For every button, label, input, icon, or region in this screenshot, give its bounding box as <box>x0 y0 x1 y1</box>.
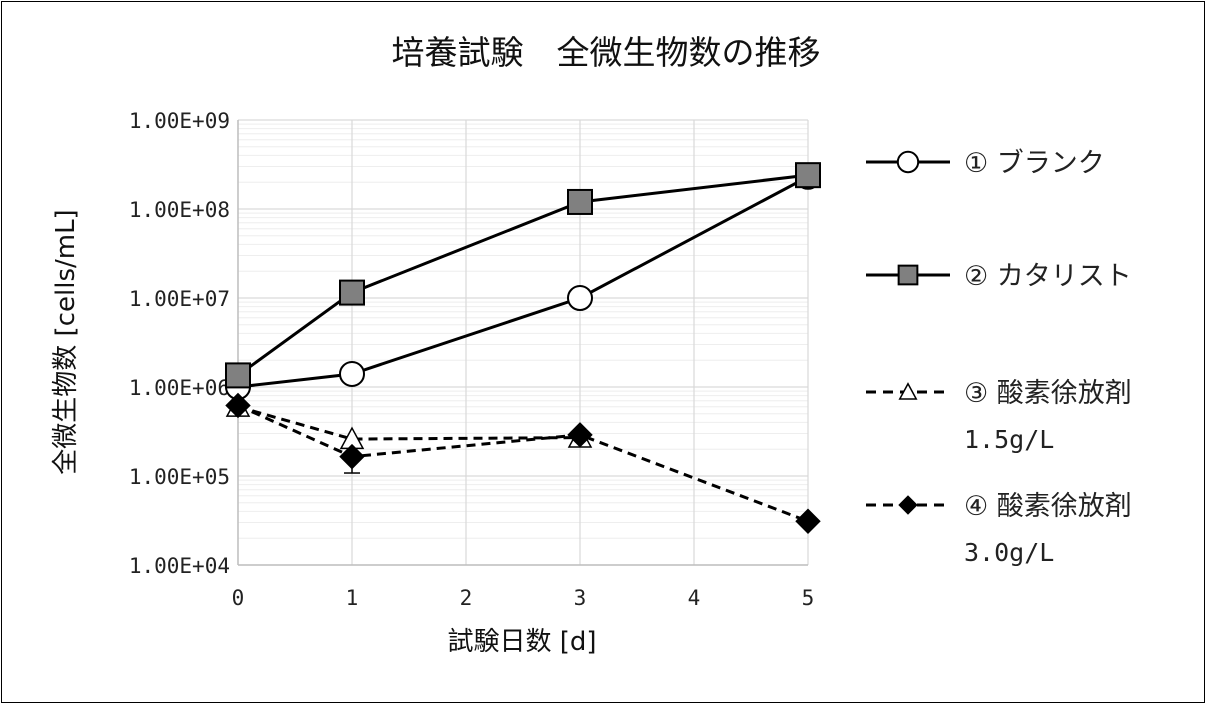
y-tick-label: 1.00E+08 <box>129 198 230 222</box>
data-point-series-2 <box>339 279 365 306</box>
legend-marker <box>898 382 918 400</box>
series-line-4 <box>237 404 809 523</box>
legend-label-line2: 1.5g/L <box>964 425 1054 454</box>
x-tick-label: 3 <box>574 586 587 610</box>
y-tick-label: 1.00E+07 <box>129 287 230 311</box>
legend-entry-2: ② カタリスト <box>866 261 1132 292</box>
data-point-series-2 <box>795 162 821 189</box>
x-tick-label: 4 <box>688 586 701 610</box>
data-point-series-4 <box>795 508 821 534</box>
legend-entry-4: ④ 酸素徐放剤 3.0g/L <box>866 491 1132 567</box>
legend-label-line2: 3.0g/L <box>964 538 1054 567</box>
data-point-series-1 <box>339 360 365 387</box>
x-tick-label: 2 <box>460 586 473 610</box>
axes: 1.00E+04 1.00E+05 1.00E+06 1.00E+07 1.00E+08… <box>129 109 814 610</box>
x-axis-title: 試験日数 [d] <box>447 627 596 657</box>
data-point-series-4 <box>567 422 593 448</box>
legend-label: ① ブランク <box>964 148 1105 179</box>
legend-marker <box>896 150 920 174</box>
data-point-series-1 <box>567 285 593 311</box>
legend-entry-3: ③ 酸素徐放剤 1.5g/L <box>866 378 1132 454</box>
legend-marker <box>898 495 918 515</box>
legend: ① ブランク ② カタリスト ③ 酸素徐放剤 1.5g/L ④ 酸素徐放剤 3.0g/L <box>866 148 1132 567</box>
legend-label: ④ 酸素徐放剤 <box>964 491 1132 522</box>
data-point-series-2 <box>567 188 593 215</box>
data-point-series-4 <box>339 443 365 470</box>
y-tick-label: 1.00E+06 <box>129 376 230 400</box>
series-line-3 <box>237 405 581 441</box>
y-tick-label: 1.00E+09 <box>129 109 230 133</box>
series <box>225 162 821 534</box>
legend-label: ③ 酸素徐放剤 <box>964 378 1132 409</box>
series-line-2 <box>237 173 809 377</box>
legend-entry-1: ① ブランク <box>866 148 1105 179</box>
x-tick-label: 0 <box>232 586 245 610</box>
y-tick-label: 1.00E+05 <box>129 465 230 489</box>
legend-marker <box>897 264 919 286</box>
x-tick-label: 5 <box>802 586 815 610</box>
data-point-series-4 <box>225 392 251 419</box>
legend-label: ② カタリスト <box>964 261 1132 292</box>
series-line-1 <box>237 175 809 389</box>
y-tick-label: 1.00E+04 <box>129 554 230 578</box>
chart-title: 培養試験 全微生物数の推移 <box>392 33 821 72</box>
y-axis-title: 全微生物数 [cells/mL] <box>51 209 81 474</box>
grid <box>237 119 809 566</box>
x-tick-label: 1 <box>346 586 359 610</box>
data-point-series-2 <box>225 362 251 389</box>
